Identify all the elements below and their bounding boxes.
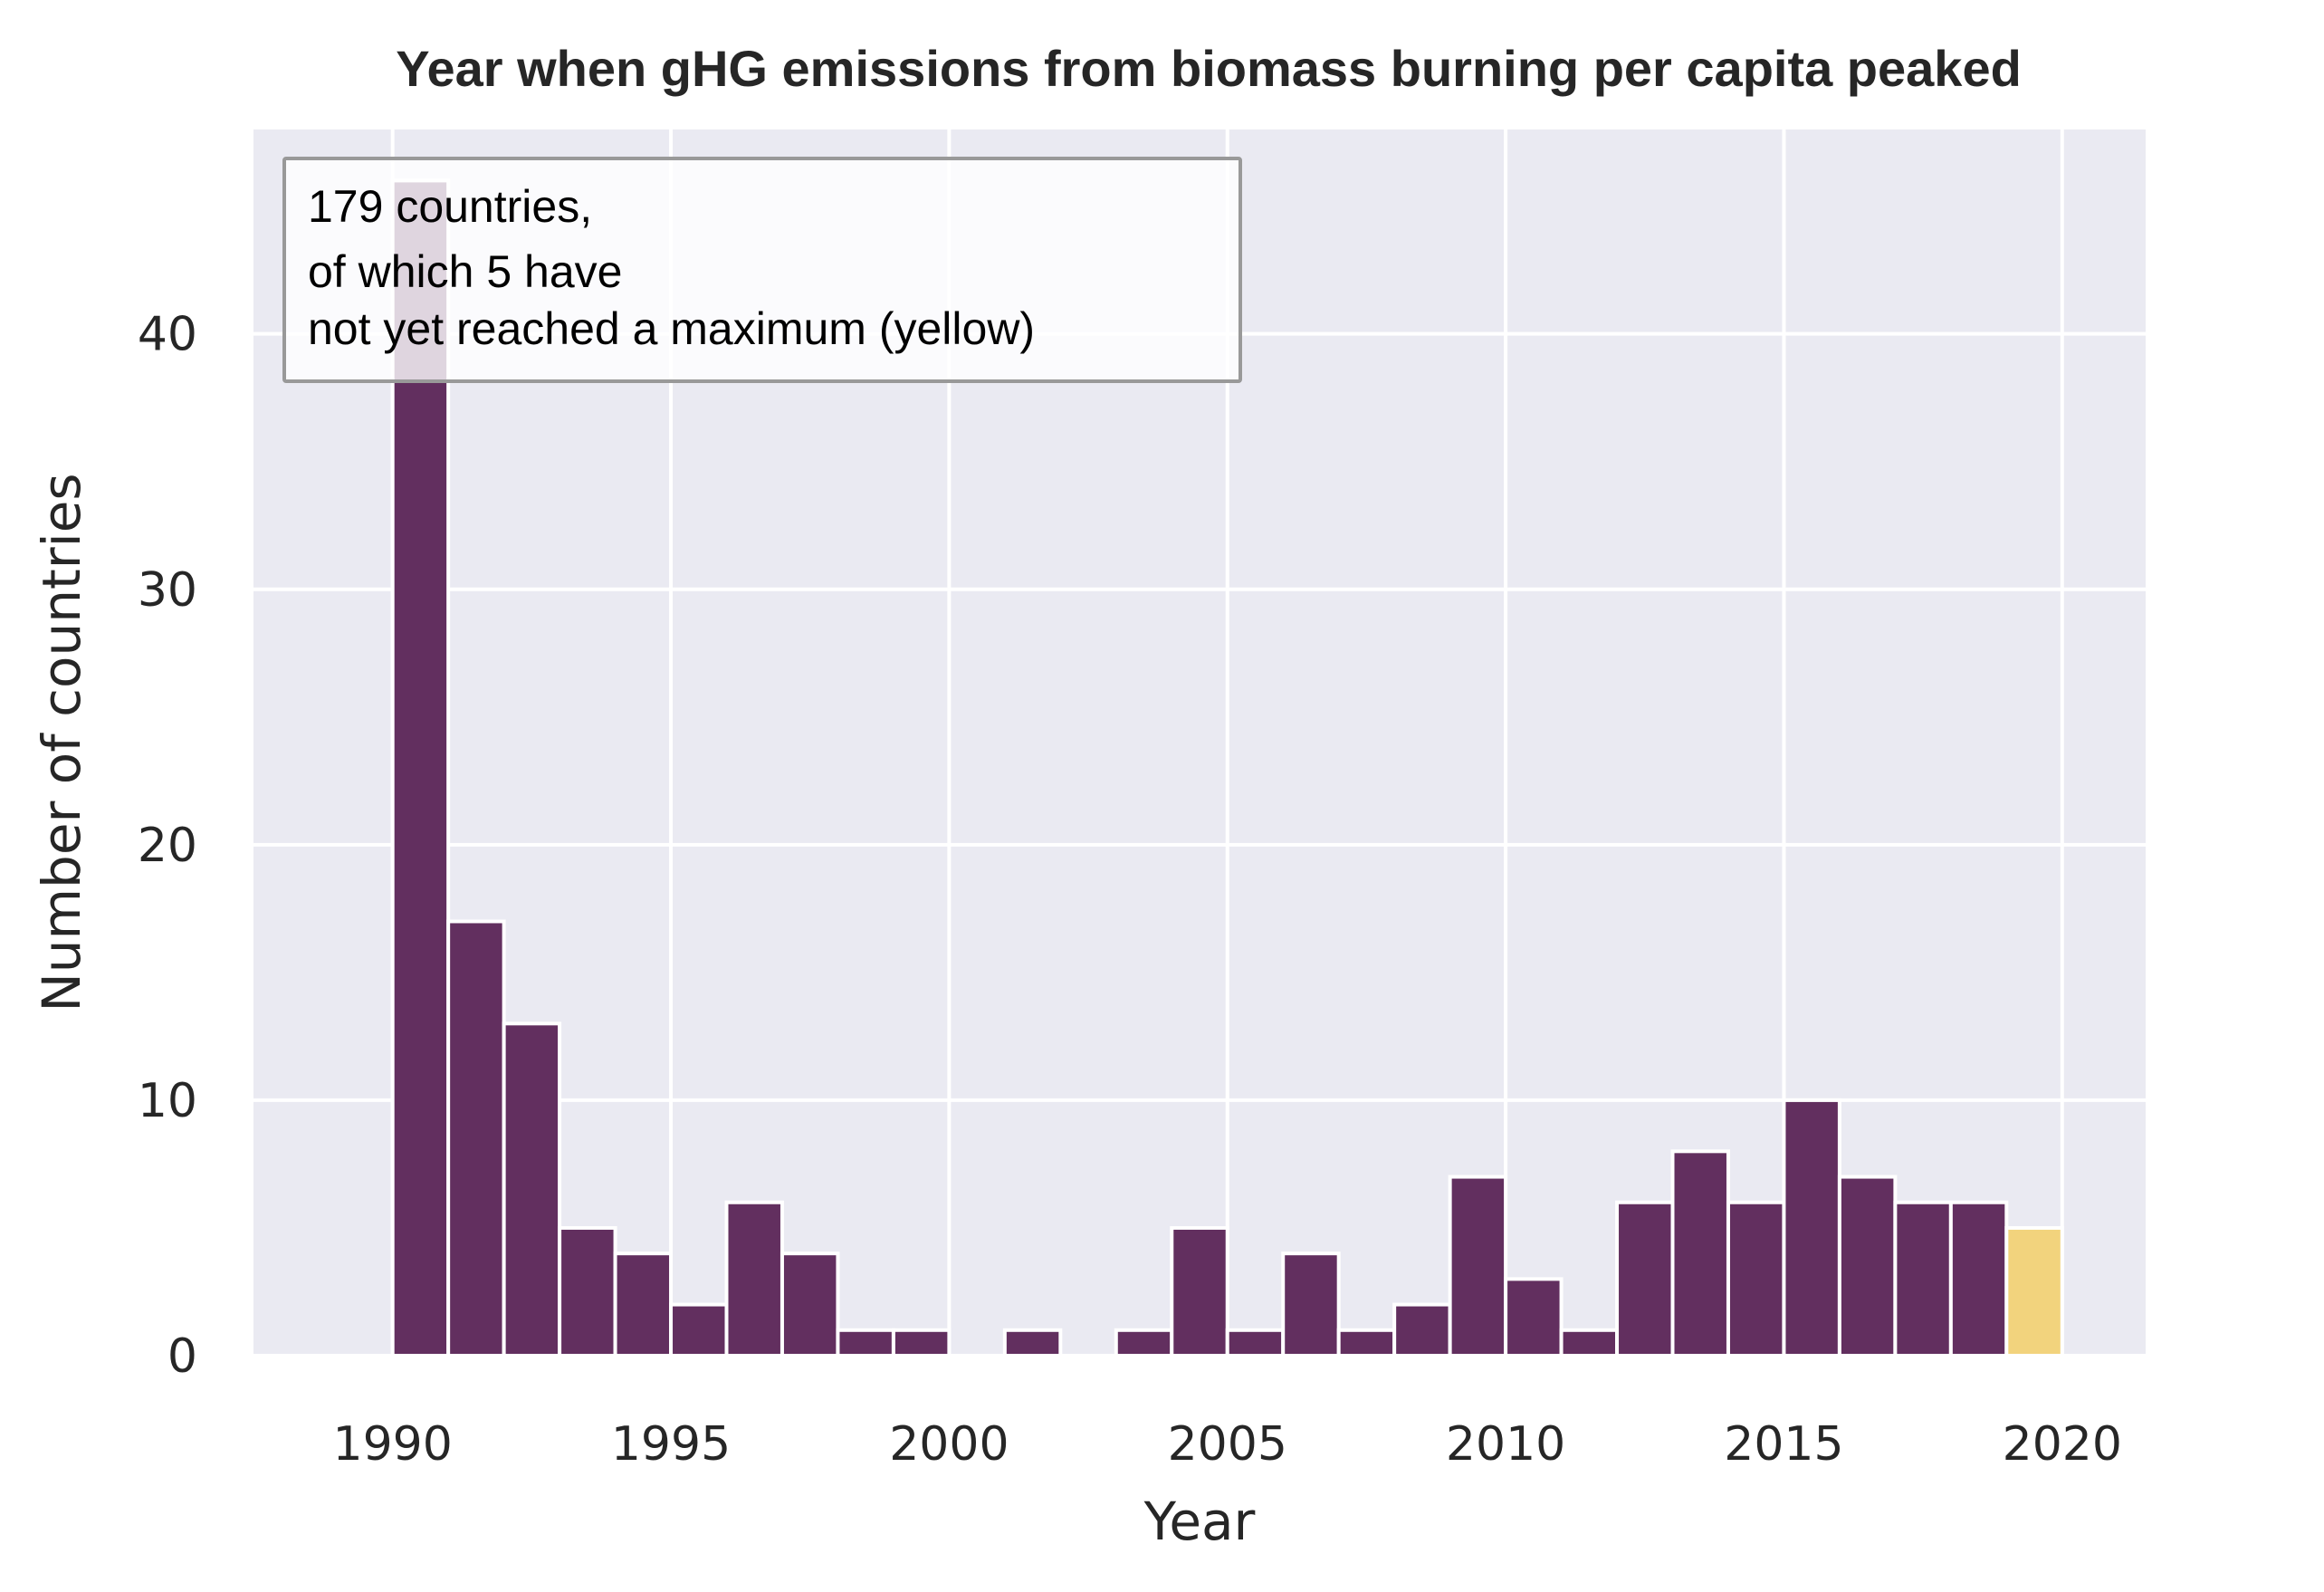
bar-2005: [1225, 1328, 1286, 1357]
y-tick-label: 30: [138, 563, 197, 618]
bar-2010: [1504, 1277, 1564, 1357]
annotation-box: 179 countries, of which 5 have not yet r…: [282, 157, 1242, 383]
bar-1993: [558, 1225, 617, 1358]
bar-2016: [1837, 1175, 1898, 1357]
x-tick-label: 2015: [1724, 1417, 1843, 1472]
y-tick-label: 10: [138, 1074, 197, 1128]
bar-2003: [1114, 1328, 1174, 1357]
bars: [390, 178, 2064, 1358]
bar-2001: [1002, 1328, 1063, 1357]
bar-2018: [1948, 1200, 2009, 1357]
bar-2009: [1448, 1175, 1508, 1357]
chart-title: Year when gHG emissions from biomass bur…: [396, 40, 2022, 97]
annotation-line-2: of which 5 have: [308, 246, 622, 297]
y-axis-label: Number of countries: [31, 473, 92, 1012]
bar-1997: [779, 1252, 840, 1357]
bar-1992: [502, 1021, 562, 1357]
bar-2014: [1726, 1200, 1786, 1357]
bar-1999: [891, 1328, 952, 1357]
x-tick-label: 1990: [333, 1417, 453, 1472]
x-axis-ticks: 1990 1995 2000 2005 2010 2015 2020: [333, 1417, 2122, 1472]
x-tick-label: 2020: [2003, 1417, 2122, 1472]
y-tick-label: 0: [167, 1329, 197, 1384]
x-axis-label: Year: [1143, 1491, 1256, 1552]
annotation-line-3: not yet reached a maximum (yellow): [308, 303, 1035, 354]
bar-2006: [1281, 1252, 1341, 1357]
bar-2012: [1615, 1200, 1675, 1357]
bar-1991: [446, 919, 506, 1357]
bar-2007: [1336, 1328, 1397, 1357]
x-tick-label: 2005: [1168, 1417, 1287, 1472]
bar-2015: [1782, 1098, 1841, 1357]
bar-2004: [1170, 1225, 1229, 1358]
bar-2013: [1670, 1149, 1730, 1358]
x-tick-label: 2010: [1446, 1417, 1565, 1472]
x-tick-label: 1995: [611, 1417, 731, 1472]
bar-2017: [1893, 1200, 1953, 1357]
y-axis-ticks: 0 10 20 30 40: [138, 308, 197, 1384]
y-tick-label: 40: [138, 308, 197, 362]
bar-1994: [613, 1252, 674, 1357]
x-tick-label: 2000: [889, 1417, 1009, 1472]
bar-2008: [1392, 1302, 1452, 1358]
annotation-line-1: 179 countries,: [308, 181, 592, 232]
bar-2011: [1559, 1328, 1620, 1357]
bar-1995: [669, 1302, 729, 1358]
bar-1996: [724, 1200, 784, 1357]
bar-2019: [2004, 1225, 2064, 1358]
bar-1998: [836, 1328, 895, 1357]
y-tick-label: 20: [138, 819, 197, 873]
